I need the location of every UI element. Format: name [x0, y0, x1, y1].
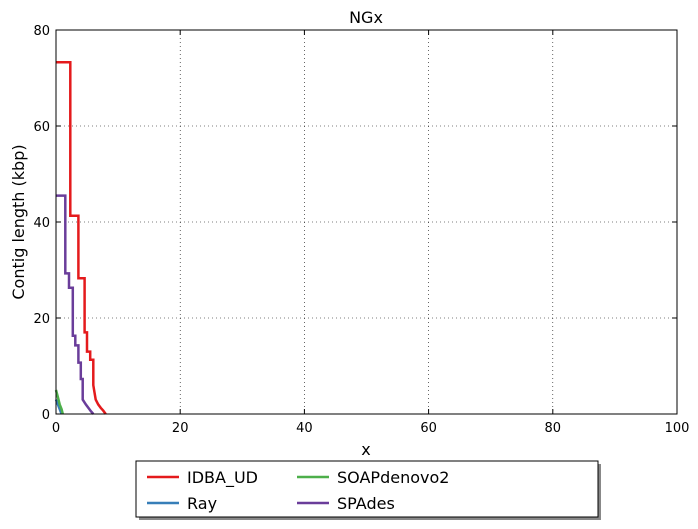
- y-tick-label: 0: [42, 408, 50, 423]
- legend-label-spades: SPAdes: [337, 494, 395, 513]
- series-line-ray: [54, 399, 63, 415]
- x-tick-label: 60: [420, 421, 437, 436]
- legend-box: [135, 460, 599, 518]
- y-tick-label: 60: [33, 120, 50, 135]
- axis-ticks: 0 20 40 60 80 100 0 20 40 60 80: [33, 24, 689, 436]
- x-tick-label: 100: [665, 421, 690, 436]
- legend-label-soapdenovo2: SOAPdenovo2: [337, 468, 449, 487]
- plot-frame: [55, 29, 678, 415]
- series-line-soapdenovo2: [54, 389, 65, 415]
- x-tick-label: 0: [52, 421, 60, 436]
- series-lines: [54, 60, 107, 415]
- x-tick-label: 40: [296, 421, 313, 436]
- series-line-spades: [56, 194, 95, 415]
- x-tick-label: 20: [172, 421, 189, 436]
- grid-lines: [56, 30, 677, 414]
- legend-label-idba-ud: IDBA_UD: [187, 468, 258, 488]
- y-axis-label: Contig length (kbp): [9, 144, 28, 299]
- x-tick-label: 80: [545, 421, 562, 436]
- series-line-idba-ud: [56, 60, 107, 415]
- y-tick-label: 20: [33, 312, 50, 327]
- legend-label-ray: Ray: [187, 494, 217, 513]
- x-axis-label: x: [361, 440, 370, 459]
- legend: IDBA_UD Ray SOAPdenovo2 SPAdes: [135, 460, 601, 520]
- chart-title: NGx: [349, 8, 383, 27]
- y-tick-label: 40: [33, 216, 50, 231]
- y-tick-label: 80: [33, 24, 50, 39]
